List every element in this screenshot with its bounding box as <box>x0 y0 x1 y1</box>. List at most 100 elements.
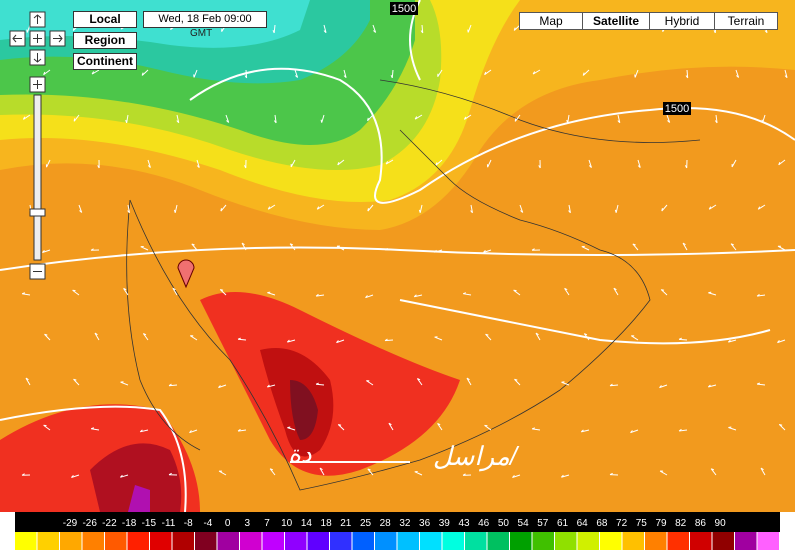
wind-arrow <box>290 159 296 168</box>
wind-arrow <box>484 69 492 76</box>
wind-arrow <box>189 429 198 434</box>
legend-swatch <box>397 532 419 550</box>
wind-arrow <box>761 114 766 123</box>
contour <box>399 299 771 345</box>
wind-arrow <box>190 335 198 341</box>
nav-control <box>9 11 66 280</box>
wind-arrow <box>78 204 83 213</box>
map-type-button[interactable]: Satellite <box>582 12 650 30</box>
legend-swatch <box>622 532 644 550</box>
wind-arrow <box>225 114 230 123</box>
map-type-button[interactable]: Hybrid <box>649 12 715 30</box>
legend-swatch <box>420 532 442 550</box>
legend-swatch <box>352 532 374 550</box>
legend-label: 7 <box>264 518 270 529</box>
wind-arrow <box>462 473 472 476</box>
wind-arrow <box>760 467 766 476</box>
wind-arrow <box>390 69 394 79</box>
legend-label: 43 <box>458 518 470 529</box>
legend-label: 57 <box>537 518 549 529</box>
wind-arrow <box>366 380 374 386</box>
wind-arrow <box>142 333 149 341</box>
wind-arrow <box>483 249 492 253</box>
wind-arrow <box>678 337 688 341</box>
legend-label: -26 <box>82 518 97 529</box>
wind-arrow <box>218 384 227 389</box>
field-maroon <box>290 380 318 440</box>
wind-arrow <box>94 332 100 341</box>
border <box>379 79 701 143</box>
wind-arrow <box>220 204 227 212</box>
zoom-track <box>33 94 42 261</box>
view-button[interactable]: Region <box>73 32 137 49</box>
legend-swatch <box>150 532 172 550</box>
legend-swatch <box>577 532 599 550</box>
wind-arrow <box>45 159 51 168</box>
wind-arrow <box>140 245 149 251</box>
wind-arrow <box>343 69 347 79</box>
wind-arrow <box>90 427 100 431</box>
wind-arrow <box>173 204 178 213</box>
wind-arrow <box>466 377 472 386</box>
wind-arrow <box>266 384 276 388</box>
legend-label: 39 <box>439 518 451 529</box>
legend-swatch <box>442 532 464 550</box>
wind-arrow <box>43 69 51 76</box>
wind-arrow <box>666 114 671 123</box>
wind-arrow <box>384 247 394 251</box>
wind-arrow <box>319 467 325 476</box>
wind-arrow <box>778 423 786 431</box>
wind-arrow <box>588 159 592 168</box>
wind-arrow <box>566 114 570 124</box>
wind-arrow <box>367 204 374 212</box>
wind-arrow <box>580 429 590 433</box>
wind-arrow <box>323 24 327 34</box>
wind-arrow <box>708 291 717 296</box>
legend-label: 36 <box>419 518 431 529</box>
wind-arrow <box>777 339 786 344</box>
wind-arrow <box>414 470 423 476</box>
map-type-button[interactable]: Terrain <box>714 12 778 30</box>
wind-arrow <box>73 378 80 386</box>
legend-label: 61 <box>557 518 569 529</box>
wind-arrow <box>682 242 688 251</box>
legend-label: 10 <box>281 518 293 529</box>
legend-label: 25 <box>360 518 372 529</box>
legend-swatch <box>667 532 689 550</box>
field-maroon-sw <box>90 443 182 512</box>
wind-arrow <box>513 289 521 296</box>
field-magenta <box>128 485 150 512</box>
wind-arrow <box>272 24 276 34</box>
legend-label: -29 <box>63 518 78 529</box>
wind-arrow <box>385 159 394 165</box>
wind-arrow <box>659 384 668 389</box>
legend-swatch <box>60 532 82 550</box>
wind-arrow <box>660 289 668 296</box>
legend-swatch <box>555 532 577 550</box>
marker[interactable] <box>177 259 195 289</box>
wind-arrow <box>661 204 668 212</box>
legend-swatch <box>465 532 487 550</box>
legend-swatch <box>82 532 104 550</box>
wind-arrow <box>21 292 31 296</box>
wind-arrow <box>125 114 129 124</box>
view-button[interactable]: Local <box>73 11 137 28</box>
wind-arrow <box>531 248 541 251</box>
view-button[interactable]: Continent <box>73 53 137 70</box>
wind-arrow <box>388 422 394 431</box>
map-type-button[interactable]: Map <box>519 12 583 30</box>
wind-arrow <box>435 159 443 166</box>
wind-arrow <box>512 474 521 479</box>
legend-label: 18 <box>321 518 333 529</box>
wind-arrow <box>71 474 80 478</box>
date-box: Wed, 18 Feb 09:00 <box>143 11 267 28</box>
wind-arrow <box>731 159 737 168</box>
wind-arrow <box>486 159 492 168</box>
wind-arrow <box>564 287 570 296</box>
wind-arrow <box>659 470 668 476</box>
zoom-handle[interactable] <box>29 208 46 217</box>
wind-arrow <box>294 69 299 78</box>
wind-arrow <box>433 249 443 253</box>
legend-label: 54 <box>518 518 530 529</box>
